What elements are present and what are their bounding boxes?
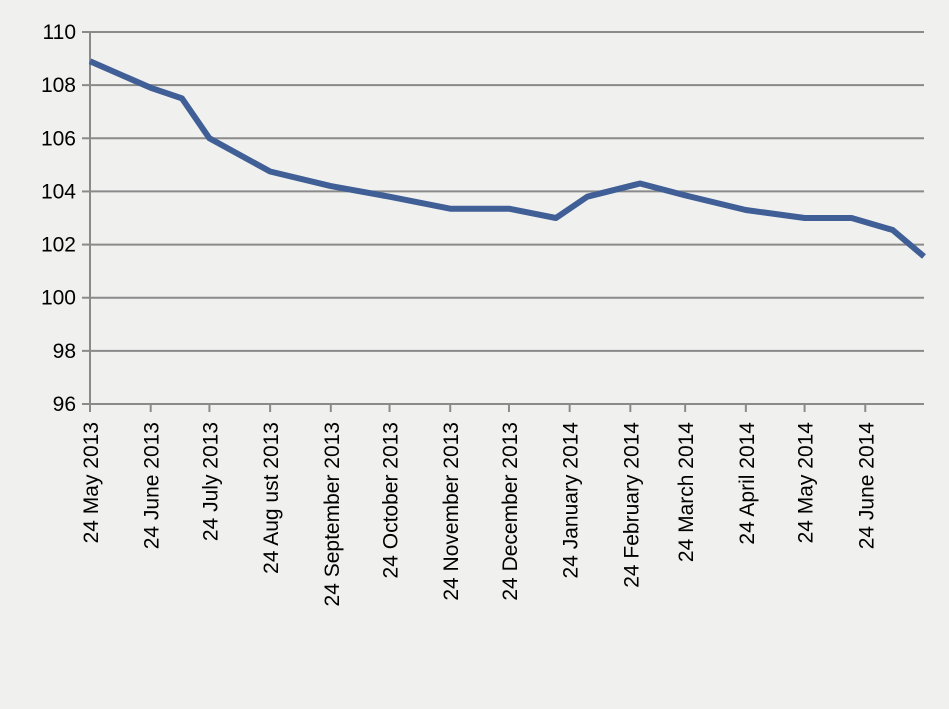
x-tick-label: 24 May 2014 [795, 422, 818, 544]
y-tick-label: 106 [41, 127, 76, 150]
y-tick-label: 98 [53, 340, 76, 363]
y-tick-label: 96 [53, 393, 76, 416]
axes [82, 31, 924, 412]
x-tick-label: 24 June 2014 [855, 422, 878, 550]
y-tick-label: 102 [41, 234, 76, 257]
x-tick-label: 24 May 2013 [80, 422, 103, 543]
x-tick-label: 24 March 2014 [675, 422, 698, 562]
x-tick-label: 24 September 2013 [321, 422, 344, 606]
y-tick-label: 110 [43, 21, 76, 44]
x-tick-label: 24 December 2013 [499, 422, 522, 601]
y-tick-label: 104 [41, 180, 76, 203]
x-tick-label: 24 October 2013 [380, 422, 403, 578]
x-tick-label: 24 Aug ust 2013 [260, 422, 283, 574]
x-tick-label: 24 February 2014 [620, 422, 643, 588]
x-tick-label: 24 November 2013 [440, 422, 463, 601]
y-tick-label: 108 [41, 74, 76, 97]
y-tick-label: 100 [41, 287, 76, 310]
series-layer [88, 58, 926, 259]
x-tick-labels: 24 May 2013 24 June 2013 24 July 2013 24 Au… [80, 422, 878, 607]
x-tick-label: 24 April 2014 [736, 422, 759, 545]
x-tick-label: 24 June 2013 [141, 422, 164, 549]
x-tick-label: 24 July 2013 [199, 422, 222, 541]
x-tick-label: 24 January 2014 [560, 422, 583, 579]
y-tick-labels: 96 98 100 102 104 106 108 110 [41, 21, 76, 416]
series-line [88, 58, 926, 259]
gridlines [90, 31, 924, 352]
